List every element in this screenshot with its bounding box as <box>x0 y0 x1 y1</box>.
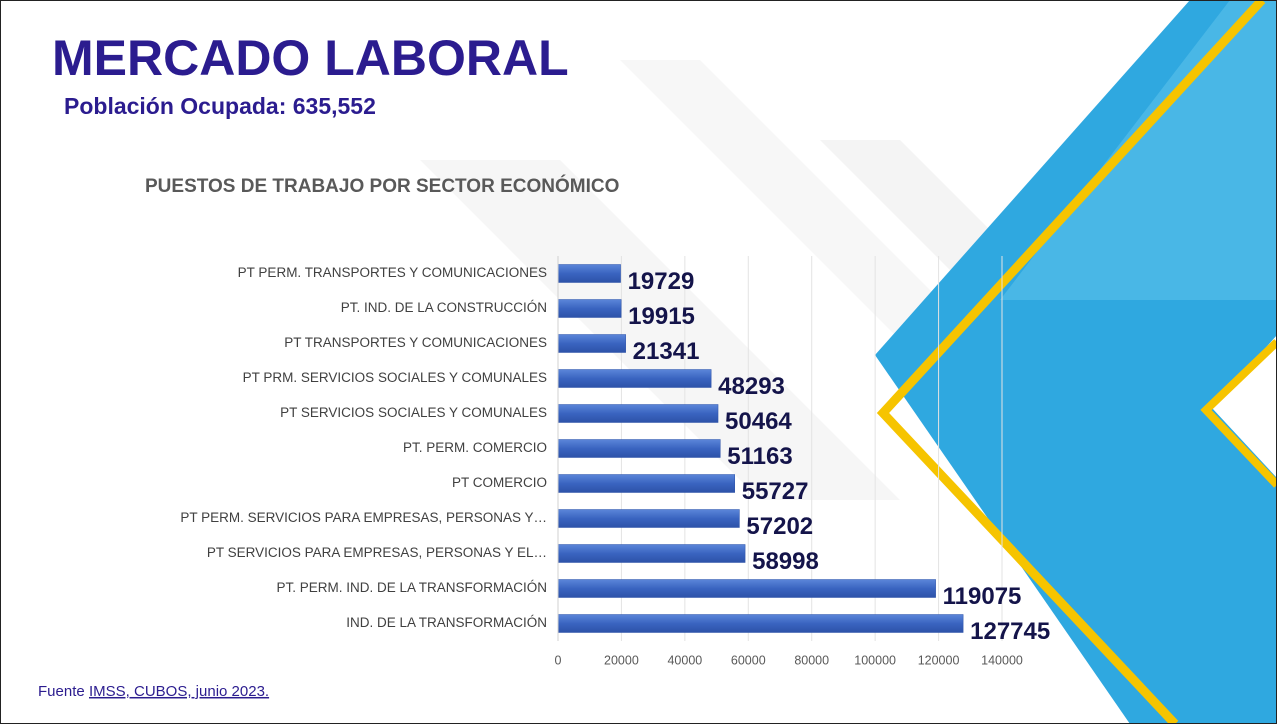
x-tick-label: 60000 <box>731 653 766 667</box>
x-tick-label: 80000 <box>794 653 829 667</box>
x-tick-label: 100000 <box>854 653 896 667</box>
decor-blue-light <box>1000 0 1277 300</box>
x-tick-label: 0 <box>555 653 562 667</box>
chart-title: PUESTOS DE TRABAJO POR SECTOR ECONÓMICO <box>145 175 619 197</box>
plot: 0 20000 40000 60000 80000 100000 120000 140000 P… <box>180 256 1050 667</box>
x-tick-label: 40000 <box>667 653 702 667</box>
bar <box>557 439 721 458</box>
bar <box>557 579 936 598</box>
decor-yellow <box>876 0 1266 724</box>
bar <box>557 509 740 528</box>
y-tick-label: PT TRANSPORTES Y COMUNICACIONES <box>284 335 547 350</box>
bar <box>557 334 626 353</box>
y-tick-label: PT. PERM. IND. DE LA TRANSFORMACIÓN <box>276 580 547 595</box>
y-tick-label: PT SERVICIOS SOCIALES Y COMUNALES <box>280 405 547 420</box>
source-prefix: Fuente <box>38 683 85 700</box>
x-tick-label: 20000 <box>604 653 639 667</box>
y-tick-label: PT. IND. DE LA CONSTRUCCIÓN <box>341 300 547 315</box>
value-label: 19729 <box>628 268 695 295</box>
y-tick-label: PT COMERCIO <box>452 475 547 490</box>
value-label: 119075 <box>943 583 1022 610</box>
value-label: 51163 <box>727 443 792 470</box>
value-label: 57202 <box>746 513 813 540</box>
x-tick-label: 120000 <box>918 653 960 667</box>
bar <box>557 404 719 423</box>
y-tick-label: PT PERM. SERVICIOS PARA EMPRESAS, PERSON… <box>180 510 547 525</box>
source-link[interactable]: IMSS, CUBOS, junio 2023. <box>89 683 269 700</box>
value-label: 55727 <box>742 478 809 505</box>
value-label: 21341 <box>633 338 700 365</box>
bar <box>557 369 712 388</box>
y-tick-label: PT PRM. SERVICIOS SOCIALES Y COMUNALES <box>243 370 547 385</box>
title: MERCADO LABORAL <box>52 30 569 86</box>
y-tick-label: PT. PERM. COMERCIO <box>403 440 547 455</box>
value-label: 48293 <box>718 373 785 400</box>
value-label: 127745 <box>970 618 1050 645</box>
y-tick-label: PT SERVICIOS PARA EMPRESAS, PERSONAS Y E… <box>207 545 547 560</box>
subtitle: Población Ocupada: 635,552 <box>64 93 376 119</box>
y-tick-label: PT PERM. TRANSPORTES Y COMUNICACIONES <box>238 265 547 280</box>
value-label: 50464 <box>725 408 792 435</box>
bar <box>557 299 622 318</box>
bar <box>557 544 746 563</box>
y-tick-label: IND. DE LA TRANSFORMACIÓN <box>346 615 547 630</box>
value-label: 58998 <box>752 548 819 575</box>
x-tick-label: 140000 <box>981 653 1023 667</box>
bar <box>557 264 621 283</box>
value-label: 19915 <box>628 303 695 330</box>
decor-yellow-2 <box>1200 339 1277 488</box>
decor-white <box>1212 335 1277 478</box>
bar <box>557 614 964 633</box>
bar <box>557 474 735 493</box>
